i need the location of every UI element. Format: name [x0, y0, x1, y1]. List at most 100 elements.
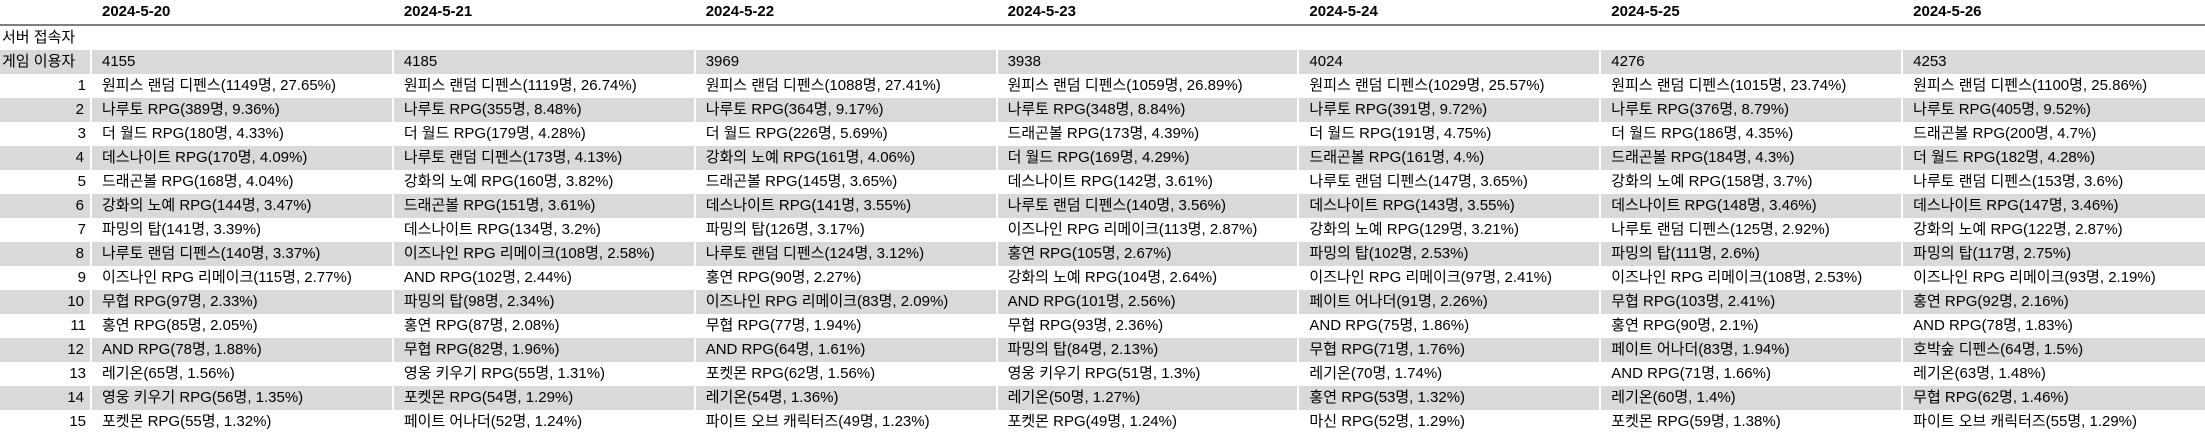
- game-ranking-cell: 홍연 RPG(92명, 2.16%): [1903, 290, 2205, 314]
- game-users-cell: 4253: [1903, 50, 2205, 74]
- game-users-cell: 4276: [1601, 50, 1904, 74]
- game-ranking-cell: 마신 RPG(52명, 1.29%): [1299, 410, 1602, 434]
- game-ranking-cell: 레기온(60명, 1.4%): [1601, 386, 1904, 410]
- game-ranking-cell: AND RPG(75명, 1.86%): [1299, 314, 1602, 338]
- game-ranking-cell: 이즈나인 RPG 리메이크(97명, 2.41%): [1299, 266, 1602, 290]
- game-ranking-cell: 강화의 노예 RPG(158명, 3.7%): [1601, 170, 1904, 194]
- server-connections-cell: [92, 26, 394, 50]
- rank-row: 13 레기온(65명, 1.56%) 영웅 키우기 RPG(55명, 1.31%) 포…: [0, 362, 2205, 386]
- date-header-cell: 2024-5-25: [1601, 0, 1904, 24]
- server-connections-cell: [997, 26, 1300, 50]
- game-ranking-cell: 원피스 랜덤 디펜스(1029명, 25.57%): [1299, 74, 1602, 98]
- game-ranking-cell: 홍연 RPG(87명, 2.08%): [393, 314, 696, 338]
- row-label-server: 서버 접속자: [0, 26, 92, 50]
- game-ranking-cell: 드래곤볼 RPG(173명, 4.39%): [997, 122, 1300, 146]
- game-ranking-cell: 레기온(65명, 1.56%): [92, 362, 394, 386]
- game-users-cell: 4024: [1299, 50, 1602, 74]
- game-ranking-cell: 레기온(63명, 1.48%): [1903, 362, 2205, 386]
- rank-row: 4 데스나이트 RPG(170명, 4.09%) 나루토 랜덤 디펜스(173명, …: [0, 146, 2205, 170]
- game-ranking-cell: 파이트 오브 캐릭터즈(55명, 1.29%): [1903, 410, 2205, 434]
- rank-row: 11 홍연 RPG(85명, 2.05%) 홍연 RPG(87명, 2.08%) 무협…: [0, 314, 2205, 338]
- rank-cell: 2: [0, 98, 92, 122]
- game-ranking-cell: 나루토 랜덤 디펜스(125명, 2.92%): [1601, 218, 1904, 242]
- rank-cell: 14: [0, 386, 92, 410]
- game-ranking-cell: 영웅 키우기 RPG(51명, 1.3%): [997, 362, 1300, 386]
- row-label-game-users: 게임 이용자: [0, 50, 92, 74]
- game-ranking-cell: 포켓몬 RPG(55명, 1.32%): [92, 410, 394, 434]
- date-header-cell: 2024-5-26: [1903, 0, 2205, 24]
- game-ranking-cell: 더 월드 RPG(182명, 4.28%): [1903, 146, 2205, 170]
- rank-row: 12 AND RPG(78명, 1.88%) 무협 RPG(82명, 1.96%) A…: [0, 338, 2205, 362]
- game-ranking-cell: 더 월드 RPG(179명, 4.28%): [393, 122, 696, 146]
- game-ranking-cell: 드래곤볼 RPG(151명, 3.61%): [393, 194, 696, 218]
- game-ranking-cell: 페이트 어나더(83명, 1.94%): [1601, 338, 1904, 362]
- game-ranking-cell: 영웅 키우기 RPG(55명, 1.31%): [393, 362, 696, 386]
- rank-row: 6 강화의 노예 RPG(144명, 3.47%) 드래곤볼 RPG(151명, 3…: [0, 194, 2205, 218]
- server-connections-cell: [1903, 26, 2205, 50]
- game-ranking-cell: 더 월드 RPG(169명, 4.29%): [997, 146, 1300, 170]
- game-ranking-cell: 강화의 노예 RPG(122명, 2.87%): [1903, 218, 2205, 242]
- game-ranking-cell: 원피스 랜덤 디펜스(1088명, 27.41%): [695, 74, 998, 98]
- server-connections-row: 서버 접속자: [0, 26, 2205, 50]
- date-header-row: 2024-5-20 2024-5-21 2024-5-22 2024-5-23 2024…: [0, 0, 2205, 26]
- game-ranking-cell: 나루토 RPG(348명, 8.84%): [997, 98, 1300, 122]
- game-ranking-cell: 파밍의 탑(84명, 2.13%): [997, 338, 1300, 362]
- game-ranking-cell: 무협 RPG(71명, 1.76%): [1299, 338, 1602, 362]
- rank-row: 8 나루토 랜덤 디펜스(140명, 3.37%) 이즈나인 RPG 리메이크(10…: [0, 242, 2205, 266]
- game-users-cell: 3969: [695, 50, 998, 74]
- game-ranking-cell: 이즈나인 RPG 리메이크(115명, 2.77%): [92, 266, 394, 290]
- rank-row: 15 포켓몬 RPG(55명, 1.32%) 페이트 어나더(52명, 1.24%)…: [0, 410, 2205, 434]
- server-connections-cell: [393, 26, 696, 50]
- date-header-cell: 2024-5-24: [1299, 0, 1602, 24]
- game-ranking-cell: 드래곤볼 RPG(161명, 4.%): [1299, 146, 1602, 170]
- game-ranking-cell: 나루토 랜덤 디펜스(153명, 3.6%): [1903, 170, 2205, 194]
- game-users-cell: 4185: [393, 50, 696, 74]
- game-ranking-cell: 레기온(70명, 1.74%): [1299, 362, 1602, 386]
- game-ranking-cell: 더 월드 RPG(180명, 4.33%): [92, 122, 394, 146]
- game-ranking-cell: 나루토 랜덤 디펜스(173명, 4.13%): [393, 146, 696, 170]
- rank-row: 1 원피스 랜덤 디펜스(1149명, 27.65%) 원피스 랜덤 디펜스(111…: [0, 74, 2205, 98]
- game-ranking-cell: 홍연 RPG(105명, 2.67%): [997, 242, 1300, 266]
- rank-cell: 7: [0, 218, 92, 242]
- game-ranking-cell: 데스나이트 RPG(141명, 3.55%): [695, 194, 998, 218]
- game-ranking-cell: 무협 RPG(77명, 1.94%): [695, 314, 998, 338]
- game-ranking-cell: 포켓몬 RPG(62명, 1.56%): [695, 362, 998, 386]
- game-ranking-cell: 강화의 노예 RPG(161명, 4.06%): [695, 146, 998, 170]
- game-ranking-cell: 영웅 키우기 RPG(56명, 1.35%): [92, 386, 394, 410]
- game-ranking-cell: 데스나이트 RPG(147명, 3.46%): [1903, 194, 2205, 218]
- game-ranking-cell: 무협 RPG(103명, 2.41%): [1601, 290, 1904, 314]
- game-ranking-cell: 데스나이트 RPG(143명, 3.55%): [1299, 194, 1602, 218]
- date-header-cell: 2024-5-20: [92, 0, 394, 24]
- rank-cell: 3: [0, 122, 92, 146]
- game-ranking-cell: 홍연 RPG(90명, 2.1%): [1601, 314, 1904, 338]
- date-header-cell: 2024-5-23: [997, 0, 1300, 24]
- game-ranking-cell: 파밍의 탑(126명, 3.17%): [695, 218, 998, 242]
- rank-row: 2 나루토 RPG(389명, 9.36%) 나루토 RPG(355명, 8.48%…: [0, 98, 2205, 122]
- game-ranking-cell: 파이트 오브 캐릭터즈(49명, 1.23%): [695, 410, 998, 434]
- game-ranking-cell: 원피스 랜덤 디펜스(1119명, 26.74%): [393, 74, 696, 98]
- game-users-row: 게임 이용자 4155 4185 3969 3938 4024 4276 4253: [0, 50, 2205, 74]
- game-ranking-cell: 강화의 노예 RPG(160명, 3.82%): [393, 170, 696, 194]
- date-header-cell: 2024-5-22: [695, 0, 998, 24]
- game-ranking-cell: 파밍의 탑(141명, 3.39%): [92, 218, 394, 242]
- game-ranking-cell: 나루토 RPG(391명, 9.72%): [1299, 98, 1602, 122]
- server-connections-cell: [1299, 26, 1602, 50]
- game-ranking-cell: 원피스 랜덤 디펜스(1149명, 27.65%): [92, 74, 394, 98]
- game-users-cell: 4155: [92, 50, 394, 74]
- rank-cell: 11: [0, 314, 92, 338]
- game-ranking-cell: 레기온(50명, 1.27%): [997, 386, 1300, 410]
- game-ranking-cell: 데스나이트 RPG(170명, 4.09%): [92, 146, 394, 170]
- rank-cell: 6: [0, 194, 92, 218]
- game-ranking-cell: 원피스 랜덤 디펜스(1015명, 23.74%): [1601, 74, 1904, 98]
- rank-row: 7 파밍의 탑(141명, 3.39%) 데스나이트 RPG(134명, 3.2%)…: [0, 218, 2205, 242]
- game-ranking-cell: 데스나이트 RPG(142명, 3.61%): [997, 170, 1300, 194]
- game-ranking-cell: 홍연 RPG(90명, 2.27%): [695, 266, 998, 290]
- game-ranking-cell: 더 월드 RPG(186명, 4.35%): [1601, 122, 1904, 146]
- rank-cell: 10: [0, 290, 92, 314]
- game-ranking-cell: 무협 RPG(82명, 1.96%): [393, 338, 696, 362]
- game-ranking-cell: 이즈나인 RPG 리메이크(108명, 2.58%): [393, 242, 696, 266]
- game-ranking-cell: AND RPG(78명, 1.83%): [1903, 314, 2205, 338]
- rank-row: 14 영웅 키우기 RPG(56명, 1.35%) 포켓몬 RPG(54명, 1.2…: [0, 386, 2205, 410]
- game-ranking-cell: 파밍의 탑(117명, 2.75%): [1903, 242, 2205, 266]
